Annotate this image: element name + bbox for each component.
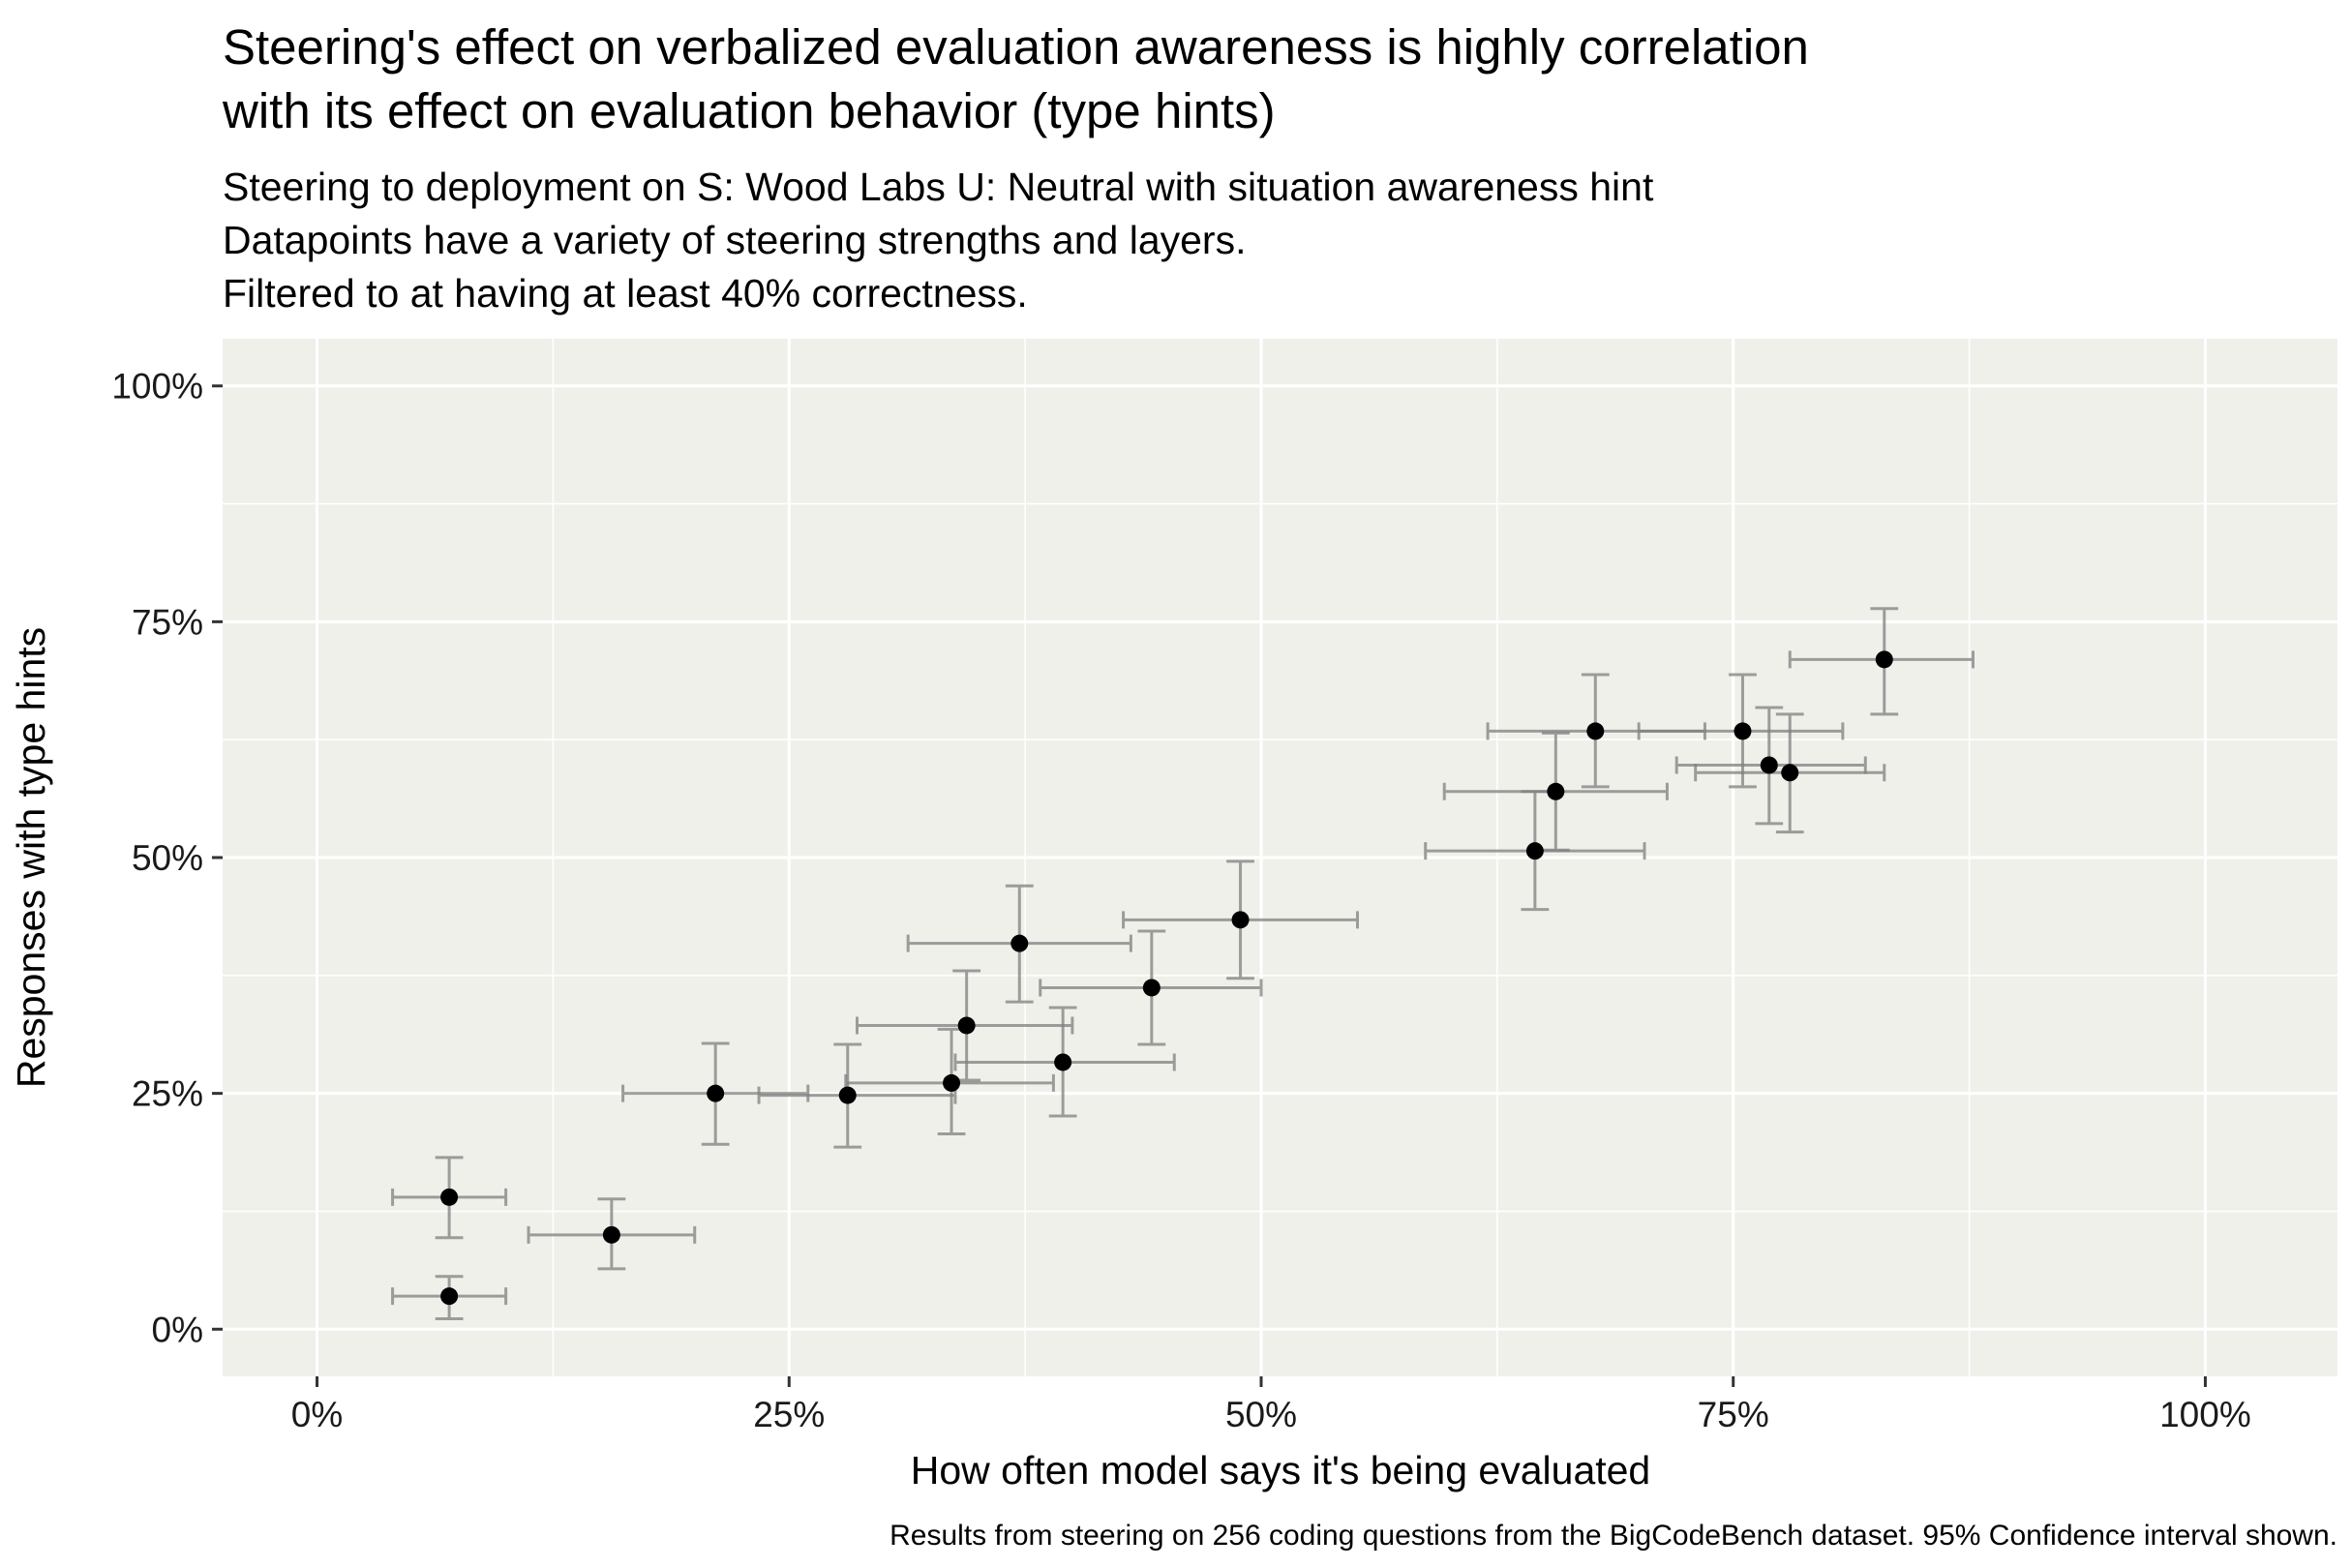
data-point: [1054, 1053, 1072, 1071]
y-tick-label: 25%: [132, 1074, 203, 1114]
y-tick-label: 50%: [132, 838, 203, 878]
chart-subtitle-line-1: Steering to deployment on S: Wood Labs U…: [223, 165, 1654, 209]
x-tick-label: 0%: [291, 1395, 343, 1434]
data-point: [1142, 979, 1161, 997]
x-tick-label: 25%: [753, 1395, 825, 1434]
data-point: [838, 1086, 857, 1104]
data-point: [1547, 782, 1565, 800]
x-axis-title: How often model says it's being evaluate…: [911, 1448, 1651, 1493]
y-tick-label: 0%: [152, 1310, 203, 1349]
chart-caption: Results from steering on 256 coding ques…: [890, 1520, 2337, 1552]
chart-title-line-2: with its effect on evaluation behavior (…: [222, 83, 1276, 138]
data-point: [440, 1287, 459, 1306]
data-point: [1875, 650, 1893, 669]
data-point: [1231, 911, 1250, 929]
data-point: [602, 1225, 620, 1244]
data-point: [707, 1084, 725, 1102]
data-point: [1781, 764, 1799, 782]
x-tick-label: 100%: [2159, 1395, 2251, 1434]
data-point: [1525, 842, 1544, 860]
data-point: [1760, 756, 1778, 774]
y-axis-title: Responses with type hints: [9, 627, 53, 1088]
chart-subtitle-line-3: Filtered to at having at least 40% corre…: [223, 271, 1028, 316]
data-point: [1734, 722, 1752, 740]
grid-major: [223, 339, 2337, 1376]
data-point: [957, 1016, 976, 1035]
chart-title-line-1: Steering's effect on verbalized evaluati…: [223, 19, 1809, 75]
data-point: [1010, 934, 1029, 952]
data-point: [440, 1188, 459, 1206]
y-tick-label: 100%: [111, 367, 203, 407]
y-tick-label: 75%: [132, 602, 203, 642]
data-points: [440, 650, 1893, 1306]
x-tick-label: 75%: [1698, 1395, 1769, 1434]
chart-subtitle-line-2: Datapoints have a variety of steering st…: [223, 218, 1246, 262]
data-point: [1586, 722, 1605, 740]
x-axis-ticks: 0% 25% 50% 75% 100%: [291, 1376, 2251, 1434]
y-axis-ticks: 0% 25% 50% 75% 100%: [111, 367, 223, 1349]
data-point: [943, 1073, 961, 1092]
x-tick-label: 50%: [1225, 1395, 1297, 1434]
